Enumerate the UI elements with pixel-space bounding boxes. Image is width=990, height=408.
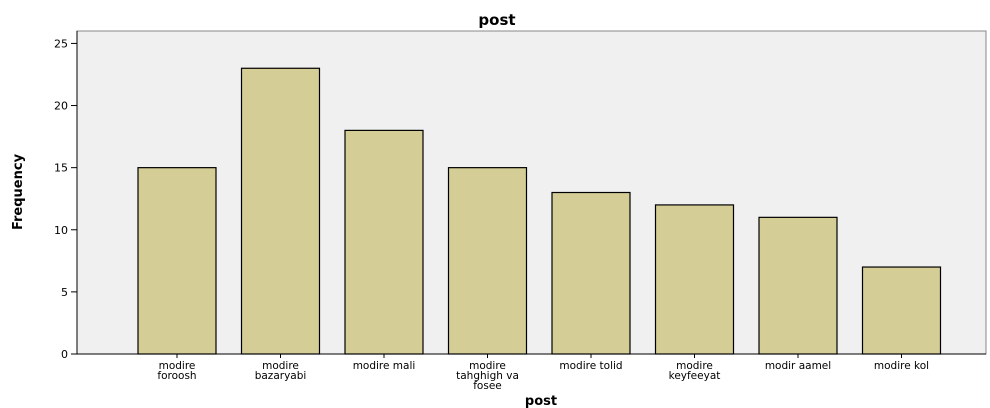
bar [758, 216, 838, 355]
y-tick-label: 5 [61, 286, 68, 299]
x-tick-label: modire tolid [559, 360, 622, 372]
x-tick-label: modire bazaryabi [255, 360, 307, 382]
bar [551, 191, 631, 355]
x-tick-label: modire foroosh [157, 360, 196, 382]
bar [654, 204, 735, 355]
bar [137, 167, 217, 355]
y-axis: 0 5 10 15 20 25 [54, 31, 78, 361]
bar [344, 129, 424, 355]
x-tick-label: modire keyfeeyat [669, 360, 721, 382]
x-axis: modire foroosh modire bazaryabi modire mali m… [77, 353, 986, 392]
x-tick-label: modire kol [874, 360, 929, 372]
bar [447, 167, 528, 355]
x-axis-label: post [525, 394, 557, 408]
x-tick-label: modire tahghigh va fosee [456, 360, 519, 392]
bar [861, 266, 942, 355]
chart-title: post [478, 11, 515, 29]
y-axis-label: Frequency [11, 153, 26, 230]
y-tick-label: 15 [54, 162, 68, 175]
bar [240, 67, 321, 355]
y-tick-label: 20 [54, 100, 68, 113]
y-tick-label: 0 [61, 348, 68, 361]
y-tick-label: 25 [54, 37, 68, 50]
y-tick-label: 10 [54, 224, 68, 237]
x-tick-label: modire mali [353, 360, 416, 372]
bars [137, 67, 942, 355]
x-tick-label: modir aamel [765, 360, 831, 372]
